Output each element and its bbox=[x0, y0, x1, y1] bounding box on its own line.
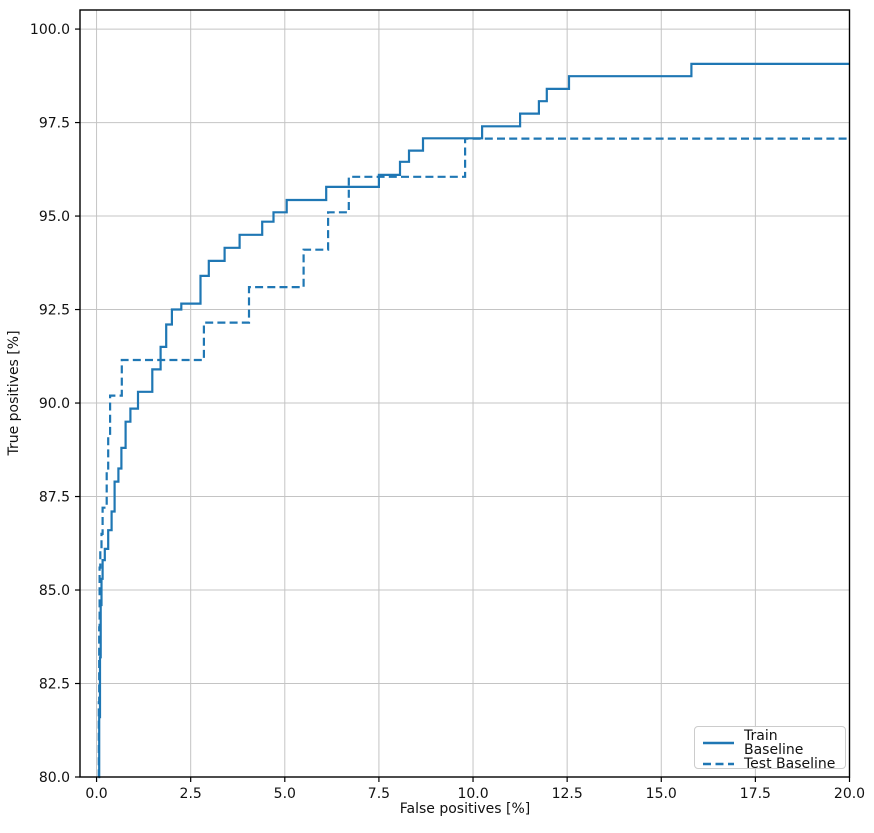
train-baseline-line bbox=[98, 62, 850, 779]
x-axis-label: False positives [%] bbox=[399, 801, 531, 817]
y-tick-label: 85.0 bbox=[39, 583, 70, 599]
x-tick-label: 12.5 bbox=[552, 786, 583, 802]
legend-dashed-line-icon bbox=[703, 762, 734, 766]
legend-solid-line-icon bbox=[703, 741, 734, 745]
y-tick-label: 80.0 bbox=[39, 770, 70, 786]
y-tick-label: 92.5 bbox=[39, 303, 70, 319]
x-tick-label: 17.5 bbox=[740, 786, 771, 802]
y-tick-label: 82.5 bbox=[39, 677, 70, 693]
x-tick-label: 0.0 bbox=[85, 786, 107, 802]
axes-frame bbox=[79, 9, 851, 778]
legend-label-test: Test Baseline bbox=[744, 756, 836, 772]
legend-label-train: Train Baseline bbox=[744, 728, 804, 758]
legend: Train Baseline Test Baseline bbox=[694, 726, 846, 771]
x-tick-label: 5.0 bbox=[274, 786, 296, 802]
legend-item-test: Test Baseline bbox=[702, 757, 839, 771]
legend-item-train: Train Baseline bbox=[702, 729, 839, 757]
x-tick-label: 2.5 bbox=[180, 786, 202, 802]
y-tick-label: 97.5 bbox=[39, 116, 70, 132]
y-tick-label: 100.0 bbox=[30, 22, 70, 38]
test-baseline-line bbox=[97, 137, 850, 779]
x-tick-label: 7.5 bbox=[368, 786, 390, 802]
y-axis-label: True positives [%] bbox=[6, 330, 22, 456]
y-tick-label: 87.5 bbox=[39, 490, 70, 506]
y-tick-label: 90.0 bbox=[39, 396, 70, 412]
x-tick-label: 20.0 bbox=[834, 786, 865, 802]
y-tick-label: 95.0 bbox=[39, 209, 70, 225]
x-tick-label: 10.0 bbox=[457, 786, 488, 802]
x-tick-label: 15.0 bbox=[646, 786, 677, 802]
